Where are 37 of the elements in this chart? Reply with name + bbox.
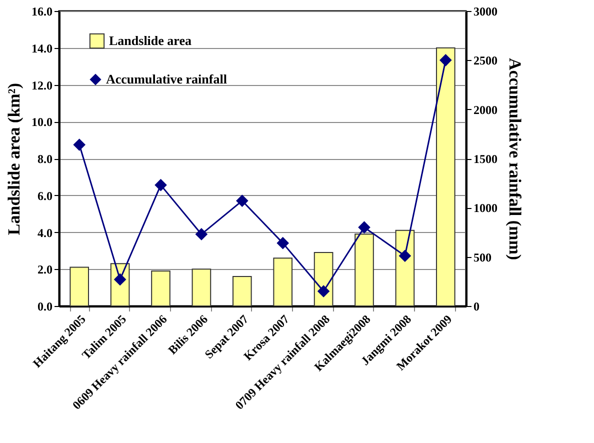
point [318, 286, 330, 297]
bar [192, 268, 212, 306]
bar [151, 270, 170, 306]
point [358, 222, 370, 234]
y-tick-label: 12.0 [32, 78, 52, 92]
y2-tick-label: 2000 [474, 102, 498, 117]
legend-label: Landslide area [109, 33, 192, 48]
y2-axis-title: Accumulative rainfall (mm) [506, 58, 524, 260]
bar [395, 230, 415, 306]
bar [354, 234, 374, 306]
y2-tick-label: 500 [474, 250, 492, 264]
y2-tick-label: 2500 [474, 54, 498, 68]
y-axis-title: Landslide area (km²) [4, 82, 24, 236]
bar [273, 258, 293, 306]
point [74, 138, 86, 150]
y2-tick-label: 1500 [474, 152, 498, 166]
bar [232, 276, 252, 306]
y2-tick-label: 0 [474, 300, 480, 314]
y-tick-label: 0.0 [38, 300, 52, 314]
y-tick-label: 8.0 [38, 152, 52, 166]
y-tick-label: 4.0 [38, 226, 52, 240]
legend-label: Accumulative rainfall [106, 72, 228, 86]
bar [436, 47, 456, 306]
y-tick-label: 16.0 [32, 4, 52, 18]
y2-tick-label: 3000 [474, 4, 498, 18]
y2-tick-label: 1000 [474, 201, 498, 216]
y-tick-label: 10.0 [32, 115, 52, 130]
y-tick-label: 6.0 [38, 188, 52, 203]
point [236, 195, 248, 207]
point [440, 54, 452, 66]
bar [70, 266, 90, 306]
y-tick-label: 2.0 [38, 262, 52, 277]
point [399, 250, 411, 262]
point [196, 228, 208, 240]
point [277, 237, 289, 249]
point [155, 179, 166, 191]
y-tick-label: 14.0 [32, 41, 52, 56]
